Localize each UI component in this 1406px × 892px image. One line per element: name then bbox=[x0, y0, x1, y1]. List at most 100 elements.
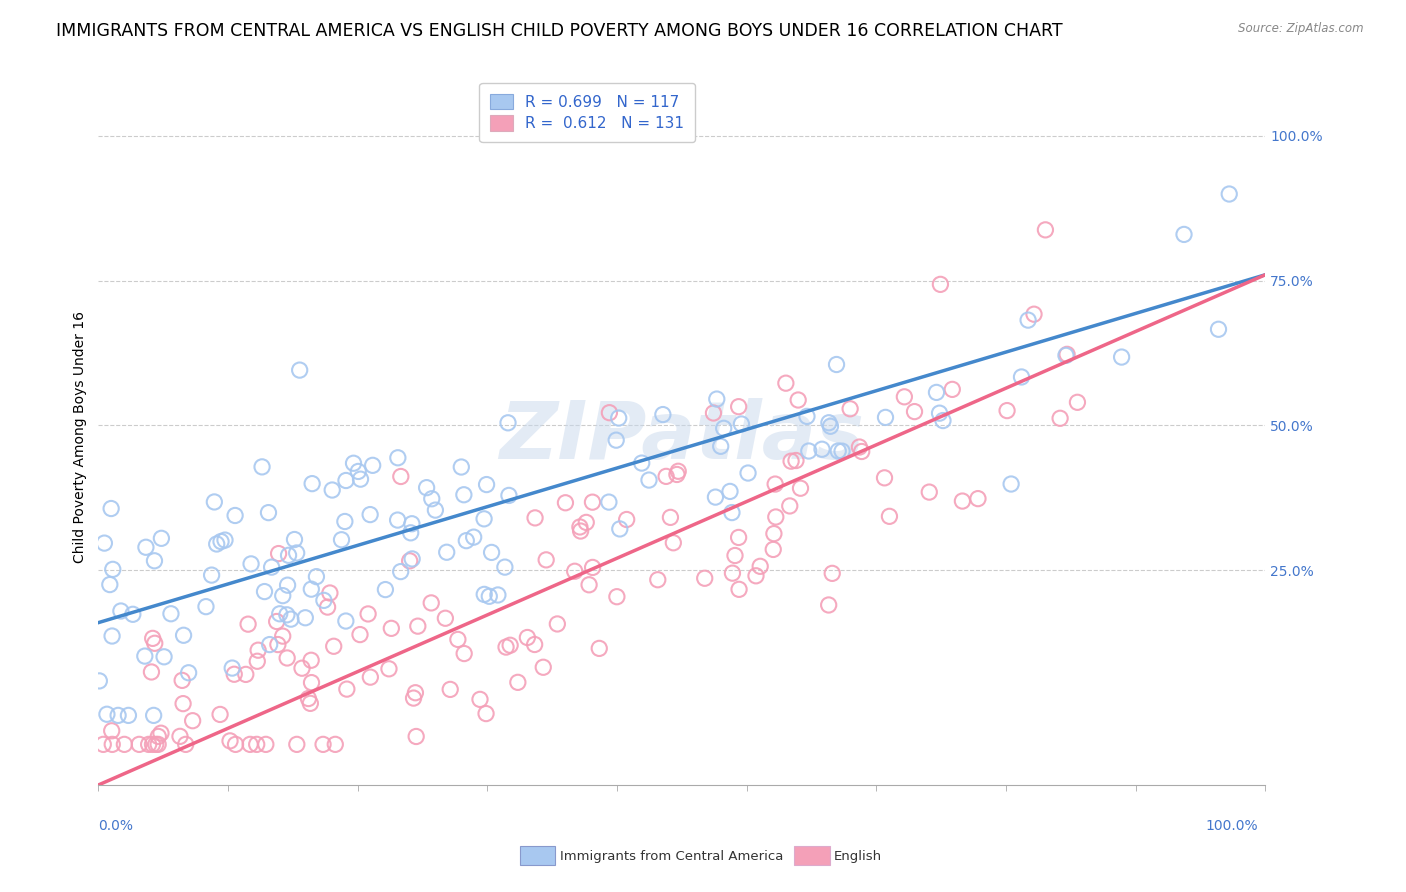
Point bbox=[498, 488, 520, 502]
Point bbox=[276, 651, 298, 665]
Point bbox=[481, 545, 503, 559]
Point bbox=[693, 571, 716, 585]
Point bbox=[662, 535, 685, 549]
Point bbox=[221, 661, 243, 675]
Point bbox=[169, 730, 191, 744]
Y-axis label: Child Poverty Among Boys Under 16: Child Poverty Among Boys Under 16 bbox=[73, 311, 87, 563]
Point bbox=[724, 549, 747, 563]
Point bbox=[588, 641, 610, 656]
Point bbox=[380, 621, 402, 635]
Point bbox=[359, 670, 381, 684]
Point bbox=[718, 484, 741, 499]
Point bbox=[893, 390, 915, 404]
Point bbox=[581, 560, 603, 574]
Text: Immigrants from Central America: Immigrants from Central America bbox=[560, 850, 783, 863]
Point bbox=[240, 557, 263, 571]
Point bbox=[319, 586, 342, 600]
Point bbox=[706, 392, 728, 406]
Point bbox=[478, 589, 501, 603]
Point bbox=[219, 734, 242, 748]
Point bbox=[568, 520, 591, 534]
Text: English: English bbox=[834, 850, 882, 863]
Point bbox=[98, 577, 121, 591]
Point bbox=[486, 588, 509, 602]
Point bbox=[439, 682, 461, 697]
Point bbox=[1035, 223, 1057, 237]
Point bbox=[406, 619, 429, 633]
Point bbox=[607, 411, 630, 425]
Point bbox=[496, 416, 519, 430]
Point bbox=[91, 737, 114, 751]
Point bbox=[499, 638, 522, 652]
Point bbox=[305, 569, 328, 583]
Point bbox=[450, 460, 472, 475]
Point bbox=[546, 616, 568, 631]
Point bbox=[357, 607, 380, 621]
Point bbox=[875, 410, 897, 425]
Point bbox=[434, 611, 457, 625]
Point bbox=[762, 542, 785, 557]
Point bbox=[173, 628, 195, 642]
Point bbox=[918, 485, 941, 500]
Point bbox=[848, 440, 870, 454]
Point bbox=[820, 419, 842, 434]
Point bbox=[534, 553, 557, 567]
Point bbox=[153, 649, 176, 664]
Point bbox=[779, 499, 801, 513]
Point bbox=[299, 653, 322, 667]
Point bbox=[745, 569, 768, 583]
Point bbox=[333, 515, 356, 529]
Point bbox=[475, 477, 498, 491]
Point bbox=[472, 512, 495, 526]
Point bbox=[283, 533, 305, 547]
Point bbox=[605, 433, 627, 447]
Point bbox=[224, 508, 246, 523]
Point bbox=[323, 737, 346, 751]
Point bbox=[160, 607, 183, 621]
Point bbox=[342, 456, 364, 470]
Point bbox=[398, 554, 420, 568]
Point bbox=[110, 604, 132, 618]
Point bbox=[378, 662, 401, 676]
Point bbox=[941, 383, 963, 397]
Point bbox=[101, 737, 124, 751]
Point bbox=[818, 416, 841, 430]
Point bbox=[93, 536, 115, 550]
Legend: R = 0.699   N = 117, R =  0.612   N = 131: R = 0.699 N = 117, R = 0.612 N = 131 bbox=[479, 83, 695, 142]
Point bbox=[347, 465, 370, 479]
Point bbox=[749, 559, 772, 574]
Point bbox=[294, 611, 316, 625]
Point bbox=[330, 533, 353, 547]
Point bbox=[765, 510, 787, 524]
Point bbox=[581, 495, 603, 509]
Point bbox=[531, 660, 554, 674]
Point bbox=[436, 545, 458, 559]
Point bbox=[134, 649, 156, 664]
Point bbox=[267, 547, 290, 561]
Point bbox=[239, 737, 262, 751]
Point bbox=[143, 636, 166, 650]
Point bbox=[1111, 350, 1133, 364]
Point bbox=[201, 568, 224, 582]
Point bbox=[762, 526, 785, 541]
Point bbox=[322, 640, 344, 654]
Point bbox=[285, 546, 308, 560]
Point bbox=[181, 714, 204, 728]
Point bbox=[879, 509, 901, 524]
Point bbox=[387, 450, 409, 465]
Point bbox=[247, 643, 270, 657]
Point bbox=[1022, 307, 1045, 321]
Point bbox=[727, 531, 749, 545]
Point bbox=[495, 640, 517, 654]
Point bbox=[1056, 347, 1078, 361]
Point bbox=[405, 730, 427, 744]
Point bbox=[321, 483, 343, 497]
Text: 100.0%: 100.0% bbox=[1206, 819, 1258, 832]
Point bbox=[1066, 395, 1088, 409]
Point bbox=[647, 573, 669, 587]
Point bbox=[1218, 187, 1240, 202]
Text: Source: ZipAtlas.com: Source: ZipAtlas.com bbox=[1239, 22, 1364, 36]
Point bbox=[148, 730, 170, 744]
Point bbox=[121, 607, 143, 622]
Point bbox=[598, 406, 620, 420]
